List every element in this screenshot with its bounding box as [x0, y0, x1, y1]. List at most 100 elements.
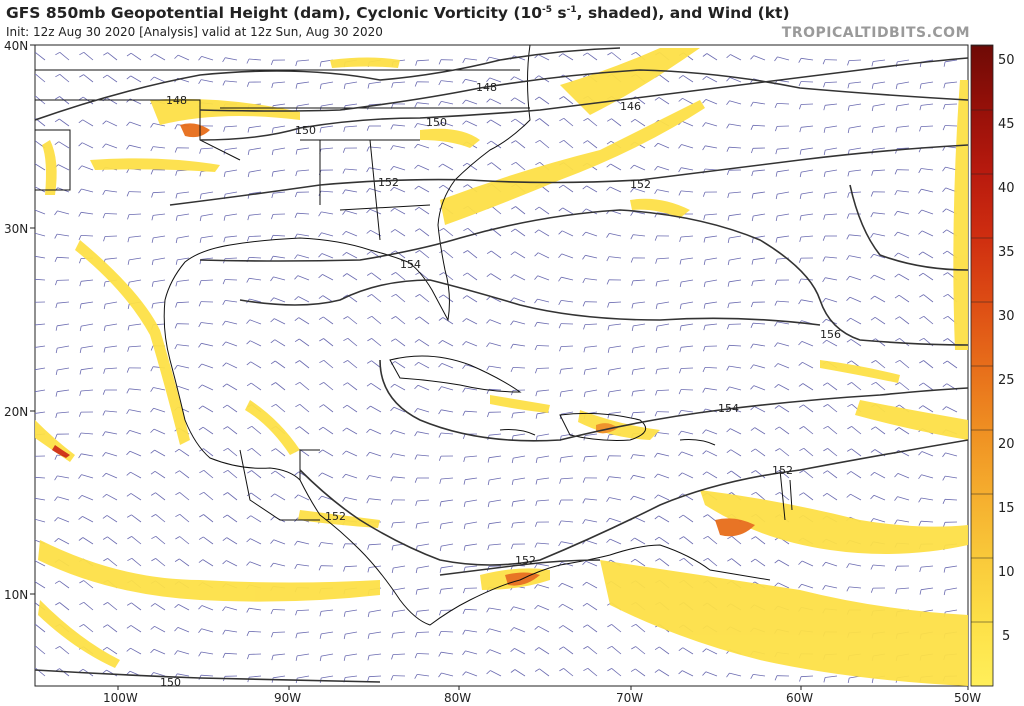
wind-barb-flag [678, 472, 683, 477]
wind-barb [824, 81, 838, 83]
contour-label: 152 [772, 464, 793, 477]
wind-barb [322, 274, 334, 281]
wind-barb-flag [631, 325, 634, 331]
wind-barb [297, 564, 310, 567]
wind-barb [321, 103, 334, 107]
wind-barb-flag [102, 190, 106, 195]
wind-barb [827, 448, 838, 457]
wind-barb-flag [679, 368, 682, 374]
wind-barb-flag [174, 344, 178, 350]
wind-barb [921, 230, 934, 237]
wind-barb [537, 455, 550, 459]
wind-barb [681, 144, 694, 149]
wind-barb-flag [102, 143, 107, 148]
wind-barb-flag [150, 625, 155, 630]
wind-barb-flag [534, 542, 538, 548]
colorbar-label: 25 [998, 373, 1015, 388]
wind-barb-flag [319, 359, 324, 364]
wind-barb [658, 669, 670, 677]
wind-barb [514, 228, 526, 237]
wind-barb-flag [750, 406, 755, 411]
wind-barb-flag [439, 478, 442, 484]
wind-barb-flag [295, 83, 298, 89]
wind-barb [371, 338, 382, 347]
wind-barb [849, 563, 862, 567]
wind-barb-flag [655, 390, 658, 396]
wind-barb [608, 301, 622, 304]
wind-barb [898, 273, 910, 281]
wind-barb-flag [103, 347, 106, 353]
wind-barb-flag [271, 382, 276, 386]
wind-barb-flag [655, 303, 658, 309]
wind-barb-flag [222, 404, 228, 409]
wind-barb-flag [222, 537, 228, 542]
wind-barb [57, 345, 70, 349]
wind-barb [513, 297, 526, 303]
wind-barb-flag [751, 536, 756, 540]
wind-barb [659, 646, 670, 655]
wind-barb [393, 145, 406, 149]
wind-barb-flag [102, 452, 106, 457]
wind-barb-flag [606, 233, 610, 238]
wind-barb [322, 295, 334, 303]
wind-barb-flag [894, 294, 900, 299]
wind-barb [130, 52, 142, 61]
wind-barb-flag [55, 602, 60, 606]
wind-barb-flag [726, 77, 731, 82]
wind-barb [201, 191, 214, 195]
wind-barb [155, 558, 166, 567]
wind-barb-flag [702, 99, 707, 104]
wind-barb-flag [127, 346, 130, 352]
wind-barb [923, 315, 934, 325]
wind-barb [896, 147, 910, 150]
wind-barb-flag [367, 294, 372, 298]
wind-barb-flag [823, 105, 826, 111]
wind-barb [753, 101, 766, 105]
wind-barb [875, 360, 886, 369]
wind-barb-flag [150, 492, 156, 496]
wind-barb-flag [222, 279, 226, 285]
wind-barb [633, 474, 646, 479]
wind-barb-flag [726, 365, 730, 371]
wind-barb [179, 513, 190, 523]
wind-barb-flag [607, 624, 612, 628]
wind-barb [897, 210, 910, 215]
wind-barb [705, 671, 718, 677]
wind-barb-flag [151, 535, 156, 540]
wind-barb-flag [150, 366, 154, 372]
wind-barb-flag [390, 250, 396, 254]
wind-barb-flag [942, 250, 948, 255]
wind-barb [778, 405, 790, 413]
wind-barb [801, 169, 814, 173]
wind-barb-flag [390, 453, 394, 459]
wind-barb-flag [270, 297, 275, 302]
wind-barb [777, 169, 790, 173]
wind-barb-flag [822, 256, 826, 262]
wind-barb-flag [318, 253, 323, 258]
wind-barb-flag [846, 563, 850, 569]
wind-barb [489, 543, 502, 546]
wind-barb-flag [247, 127, 250, 133]
wind-barb [537, 275, 550, 281]
wind-barb-flag [271, 448, 276, 452]
wind-barb-flag [918, 209, 923, 215]
wind-barb-flag [727, 237, 730, 243]
wind-barb [297, 653, 310, 657]
wind-barb [464, 410, 478, 413]
wind-barb [203, 514, 214, 523]
wind-barb-flag [390, 166, 394, 171]
wind-barb [321, 631, 334, 635]
wind-barb [179, 492, 190, 501]
wind-barb-flag [78, 537, 84, 541]
contour-label: 146 [620, 100, 641, 113]
wind-barb [752, 124, 766, 127]
wind-barb-flag [799, 104, 802, 110]
wind-barb [753, 191, 766, 195]
wind-barb [777, 213, 790, 217]
wind-barb-flag [630, 234, 634, 240]
wind-barb-flag [535, 118, 540, 122]
wind-barb [849, 125, 862, 129]
wind-barb [705, 301, 718, 305]
wind-barb-flag [151, 237, 154, 243]
wind-barb [778, 384, 790, 391]
